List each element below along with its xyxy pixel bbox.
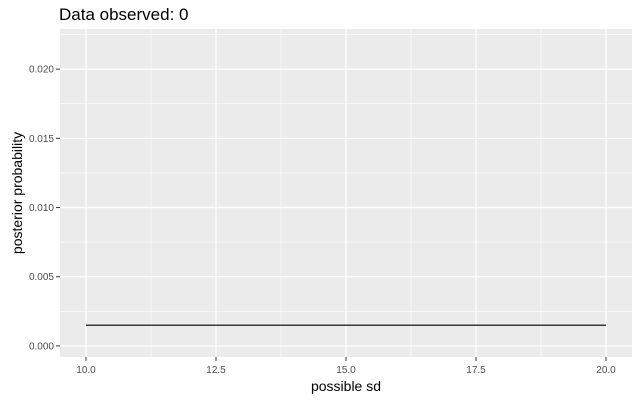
x-tick-label: 15.0 (336, 365, 356, 376)
x-axis-title: possible sd (311, 378, 381, 394)
x-tick-label: 12.5 (206, 365, 226, 376)
y-axis-title: posterior probability (9, 132, 25, 254)
x-tick-label: 10.0 (76, 365, 96, 376)
chart-title: Data observed: 0 (59, 5, 189, 24)
x-axis: 10.0 12.5 15.0 17.5 20.0 (76, 357, 616, 376)
y-tick-label: 0.005 (29, 272, 54, 283)
y-axis: 0.000 0.005 0.010 0.015 0.020 (29, 65, 60, 352)
y-tick-label: 0.015 (29, 134, 54, 145)
y-tick-label: 0.020 (29, 65, 54, 76)
y-tick-label: 0.000 (29, 341, 54, 352)
x-tick-label: 20.0 (596, 365, 616, 376)
y-tick-label: 0.010 (29, 203, 54, 214)
x-tick-label: 17.5 (466, 365, 486, 376)
grid-lines (60, 29, 632, 357)
